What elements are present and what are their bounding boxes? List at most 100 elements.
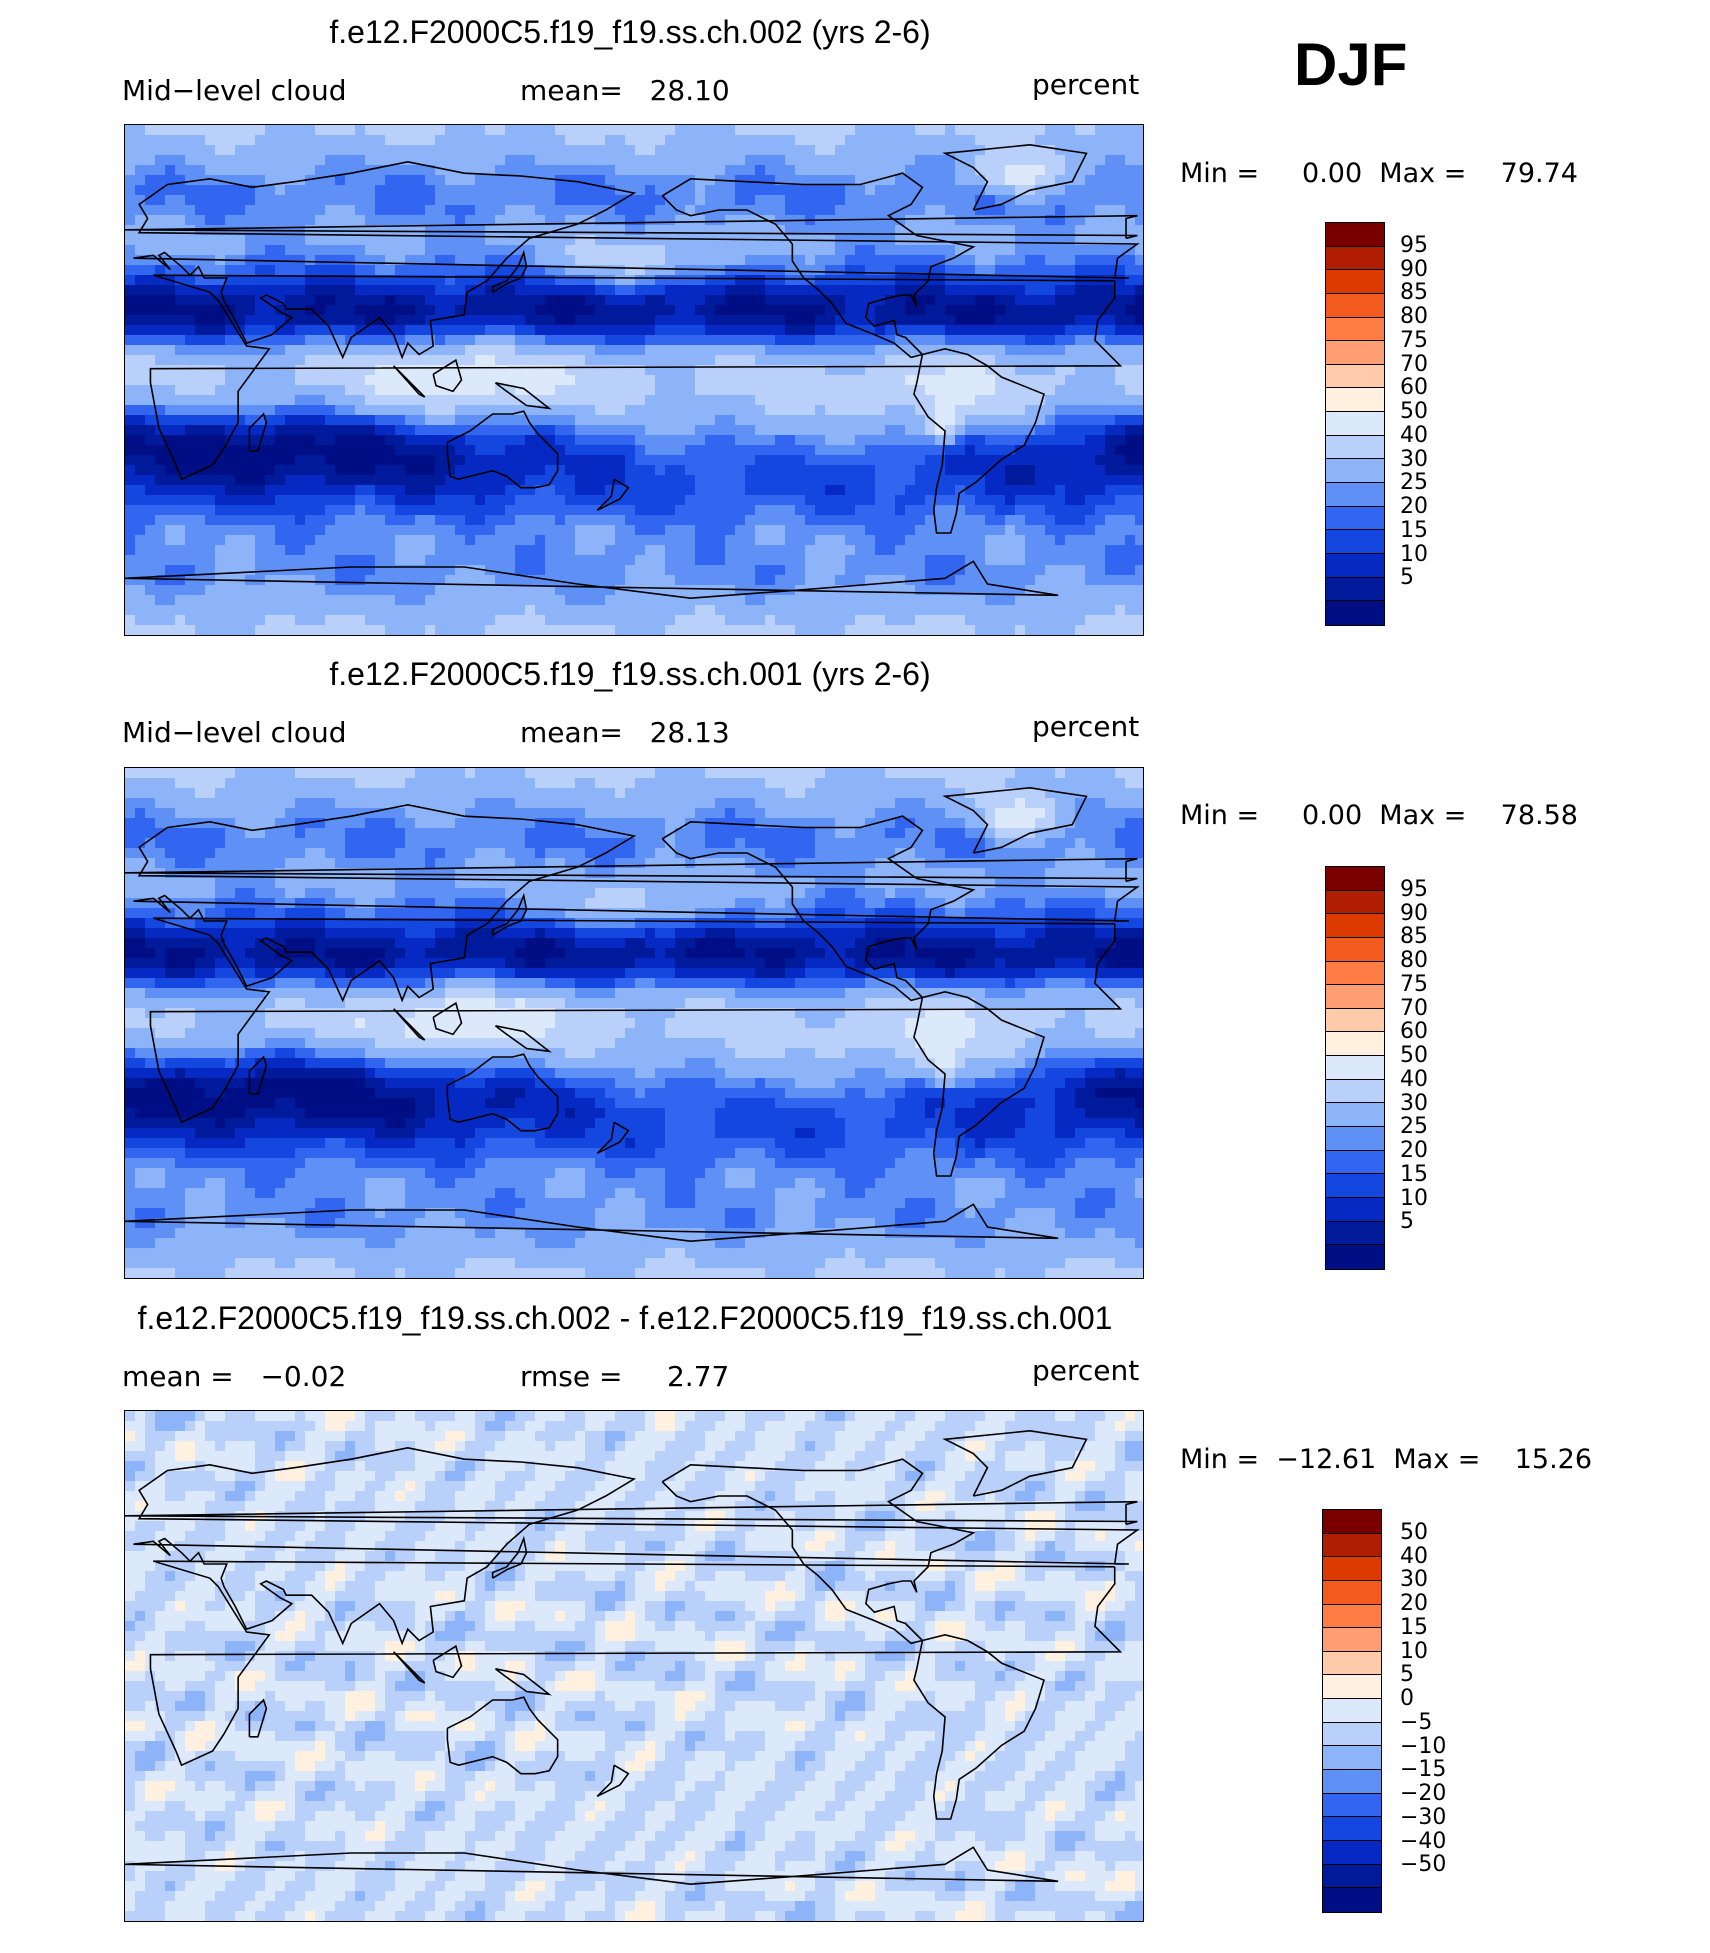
coastline — [432, 1644, 463, 1679]
colorbar-tick-label: 40 — [1400, 422, 1428, 448]
colorbar-swatch — [1323, 1580, 1381, 1605]
coastline — [491, 249, 528, 293]
colorbar-swatch — [1326, 506, 1384, 531]
colorbar-tick-label: 5 — [1400, 1209, 1414, 1235]
colorbar-swatch — [1326, 1103, 1384, 1128]
colorbar-tick-label: 5 — [1400, 565, 1414, 591]
colorbar-tick-label: 90 — [1400, 256, 1428, 282]
colorbar-swatch — [1326, 223, 1384, 247]
colorbar-swatch — [1326, 1056, 1384, 1080]
colorbar-swatch — [1326, 1245, 1384, 1269]
colorbar-swatch — [1323, 1699, 1381, 1723]
coastline — [125, 857, 1138, 883]
colorbar-tick-label: 25 — [1400, 1114, 1428, 1140]
colorbar-swatch — [1326, 435, 1384, 460]
colorbar-tick-label: 75 — [1400, 327, 1428, 353]
contour-field — [125, 768, 1143, 1278]
colorbar-swatch — [1323, 1888, 1381, 1912]
colorbar-tick-label: 20 — [1400, 1591, 1428, 1617]
panel-2-title: f.e12.F2000C5.f19_f19.ss.ch.001 (yrs 2-6… — [329, 656, 931, 692]
colorbar-tick-label: 50 — [1400, 1519, 1428, 1545]
colorbar-swatch — [1326, 937, 1384, 962]
coastline — [596, 478, 630, 512]
colorbar-tick-label: 10 — [1400, 1638, 1428, 1664]
colorbar-swatch — [1323, 1510, 1381, 1534]
colorbar-tick-label: 50 — [1400, 1043, 1428, 1069]
panel-2-units: percent — [1032, 710, 1140, 743]
colorbar-swatch — [1326, 1127, 1384, 1151]
coastline — [125, 1203, 1059, 1242]
colorbar-swatch — [1326, 553, 1384, 578]
contour-field — [125, 125, 1143, 635]
colorbar-swatch — [1326, 246, 1384, 271]
colorbar-swatch — [1326, 1197, 1384, 1222]
colorbar-swatch — [1326, 601, 1384, 625]
colorbar-tick-label: 60 — [1400, 375, 1428, 401]
coastlines — [125, 144, 1140, 599]
colorbar-tick-label: 50 — [1400, 399, 1428, 425]
colorbar-swatch — [1326, 1032, 1384, 1057]
coastlines — [125, 787, 1140, 1242]
panel-1-colorbar — [1325, 222, 1385, 626]
colorbar-swatch — [1323, 1628, 1381, 1652]
colorbar-swatch — [1326, 270, 1384, 294]
season-label: DJF — [1294, 31, 1408, 98]
colorbar-tick-label: −20 — [1400, 1781, 1447, 1807]
coastline — [942, 144, 1088, 211]
coastline — [494, 382, 552, 410]
coastline — [491, 892, 528, 936]
coastline — [149, 274, 1123, 481]
colorbar-swatch — [1323, 1533, 1381, 1558]
panel-2-colorbar — [1325, 866, 1385, 1270]
coastline — [393, 365, 426, 398]
coastline — [393, 1008, 426, 1041]
coastline — [248, 1055, 268, 1095]
colorbar-swatch — [1326, 483, 1384, 507]
panel-1-mean: mean= 28.10 — [520, 74, 730, 107]
colorbar-swatch — [1326, 1221, 1384, 1246]
colorbar-swatch — [1323, 1675, 1381, 1700]
contour-field — [125, 1411, 1143, 1921]
panel-3-title: f.e12.F2000C5.f19_f19.ss.ch.002 - f.e12.… — [137, 1300, 1113, 1336]
colorbar-tick-label: 70 — [1400, 351, 1428, 377]
panel-1-map — [124, 124, 1144, 636]
coastline — [942, 787, 1088, 854]
colorbar-swatch — [1326, 961, 1384, 986]
colorbar-swatch — [1326, 388, 1384, 413]
coastline — [596, 1764, 630, 1798]
coastline — [149, 1560, 1123, 1767]
colorbar-swatch — [1323, 1651, 1381, 1676]
colorbar-tick-label: −10 — [1400, 1733, 1447, 1759]
colorbar-swatch — [1326, 914, 1384, 938]
coastline — [125, 214, 1138, 240]
colorbar-tick-label: 10 — [1400, 1185, 1428, 1211]
coastline — [393, 1651, 426, 1684]
colorbar-swatch — [1326, 985, 1384, 1009]
colorbar-swatch — [1326, 293, 1384, 318]
colorbar-swatch — [1323, 1840, 1381, 1865]
panel-1-variable: Mid−level cloud — [122, 74, 347, 107]
colorbar-tick-label: −5 — [1400, 1709, 1433, 1735]
colorbar-swatch — [1326, 1079, 1384, 1104]
colorbar-tick-label: 10 — [1400, 541, 1428, 567]
colorbar-swatch — [1326, 412, 1384, 436]
coastline — [661, 1458, 976, 1645]
panel-2-variable: Mid−level cloud — [122, 716, 347, 749]
panel-1-minmax: Min = 0.00 Max = 79.74 — [1180, 158, 1578, 189]
colorbar-swatch — [1323, 1604, 1381, 1629]
colorbar-tick-label: 40 — [1400, 1066, 1428, 1092]
coastline — [446, 1696, 559, 1775]
panel-1-units: percent — [1032, 68, 1140, 101]
coastline — [133, 1447, 1140, 1646]
coastline — [913, 348, 1046, 534]
coastline — [125, 560, 1059, 599]
colorbar-swatch — [1326, 1008, 1384, 1033]
colorbar-tick-label: −30 — [1400, 1804, 1447, 1830]
coastline — [248, 412, 268, 452]
panel-2-mean: mean= 28.13 — [520, 716, 730, 749]
coastline — [125, 1500, 1138, 1526]
colorbar-tick-label: 80 — [1400, 948, 1428, 974]
coastline — [942, 1430, 1088, 1497]
colorbar-tick-label: −40 — [1400, 1828, 1447, 1854]
coastline — [596, 1121, 630, 1155]
